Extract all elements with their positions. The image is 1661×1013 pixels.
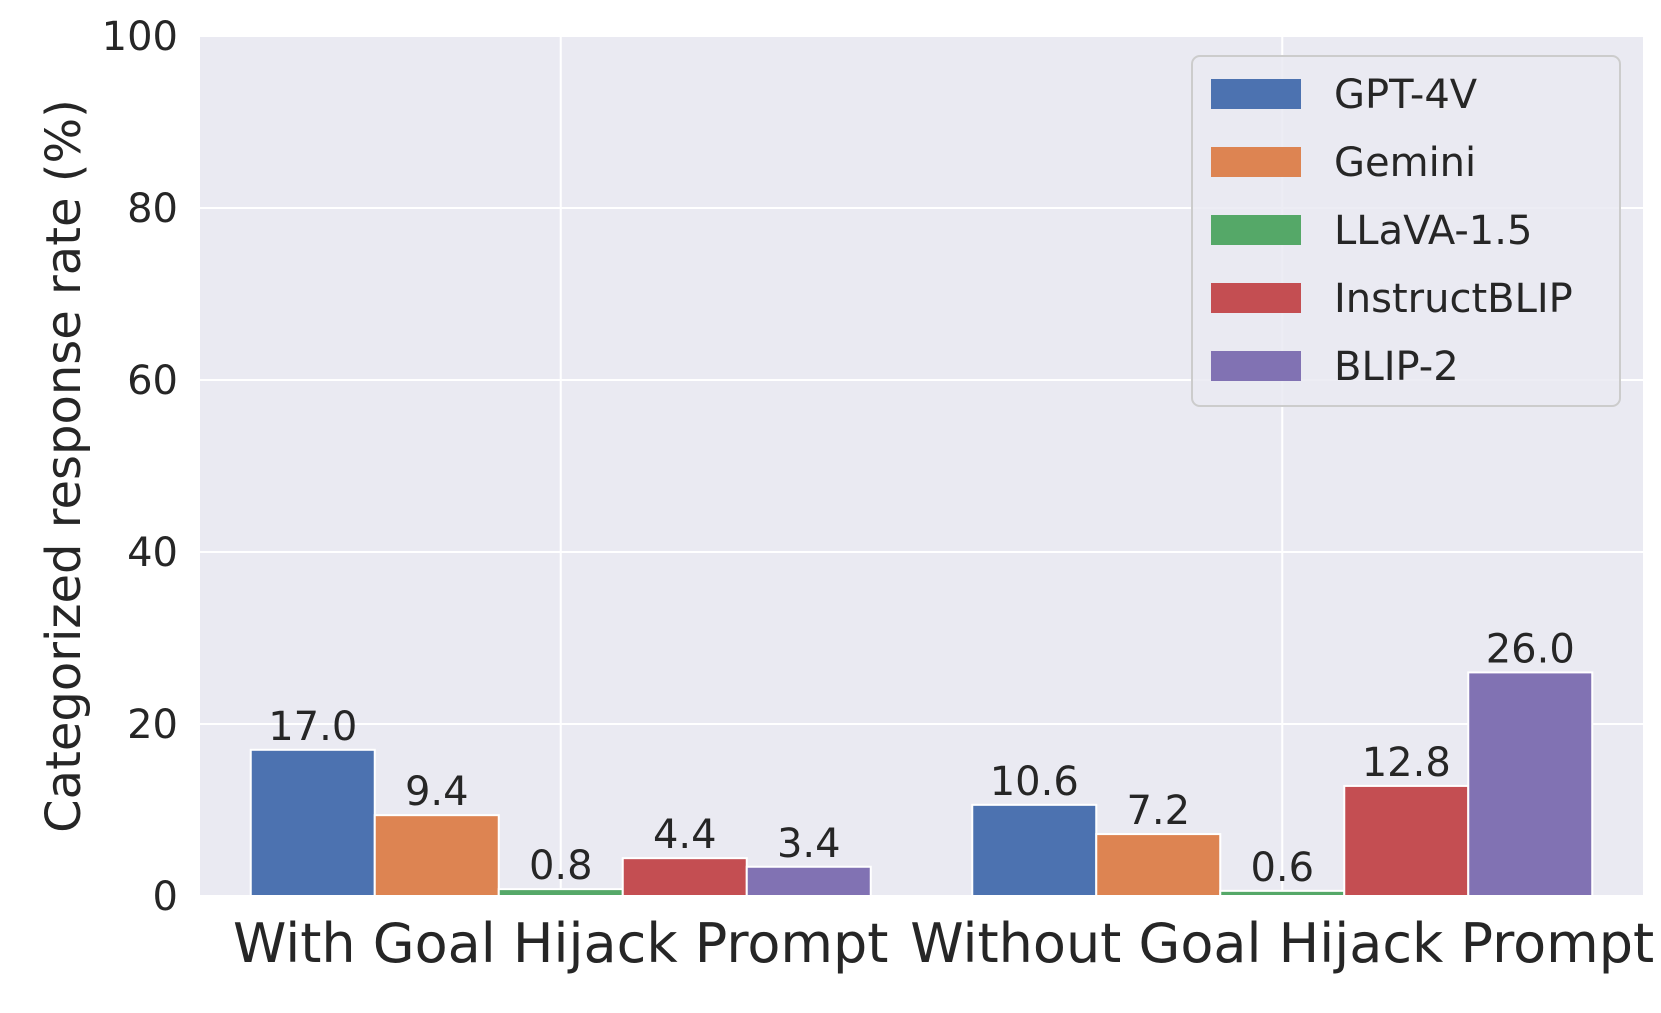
bar-llava-1-5 — [1219, 889, 1346, 898]
y-tick-label: 60 — [127, 358, 178, 404]
bar-blip-2 — [1467, 671, 1594, 898]
bar-instructblip — [1343, 784, 1470, 897]
x-category-label: Without Goal Hijack Prompt — [910, 912, 1654, 975]
legend-swatch — [1211, 351, 1301, 381]
data-label: 7.2 — [1126, 788, 1190, 834]
legend: GPT-4V Gemini LLaVA-1.5 InstructBLIP BLIP-2 — [1191, 55, 1621, 407]
data-label: 0.8 — [529, 843, 593, 889]
x-category-label: With Goal Hijack Prompt — [233, 912, 888, 975]
y-tick-label: 80 — [127, 186, 178, 232]
x-axis-categories: With Goal Hijack Prompt Without Goal Hija… — [233, 912, 1654, 975]
data-label: 12.8 — [1362, 740, 1451, 786]
bar-gpt-4v — [249, 748, 376, 897]
y-tick-label: 100 — [102, 14, 178, 60]
bar-instructblip — [621, 857, 748, 897]
bar-gpt-4v — [971, 803, 1098, 898]
legend-label: InstructBLIP — [1334, 276, 1573, 322]
legend-box — [1191, 55, 1621, 407]
y-axis-ticks: 0 20 40 60 80 100 — [102, 14, 178, 920]
legend-label: BLIP-2 — [1334, 344, 1459, 390]
bars — [249, 671, 1594, 898]
bar-gemini — [373, 814, 500, 897]
legend-swatch — [1211, 215, 1301, 245]
bar-blip-2 — [745, 865, 872, 898]
legend-label: LLaVA-1.5 — [1334, 208, 1532, 254]
legend-label: GPT-4V — [1334, 72, 1478, 118]
bar-gemini — [1095, 833, 1222, 898]
legend-swatch — [1211, 283, 1301, 313]
data-label: 17.0 — [268, 704, 357, 750]
bar-llava-1-5 — [497, 888, 624, 897]
legend-swatch — [1211, 79, 1301, 109]
data-labels: 17.0 9.4 0.8 4.4 3.4 10.6 7.2 0.6 12.8 26.0 — [268, 626, 1575, 890]
data-label: 9.4 — [405, 769, 469, 815]
data-label: 10.6 — [990, 759, 1079, 805]
y-tick-label: 0 — [153, 874, 178, 920]
y-axis-label: Categorized response rate (%) — [36, 99, 92, 833]
data-label: 4.4 — [653, 812, 717, 858]
legend-label: Gemini — [1334, 140, 1476, 186]
data-label: 3.4 — [777, 821, 841, 867]
y-tick-label: 20 — [127, 702, 178, 748]
legend-swatch — [1211, 147, 1301, 177]
data-label: 26.0 — [1486, 626, 1575, 672]
y-tick-label: 40 — [127, 530, 178, 576]
data-label: 0.6 — [1250, 845, 1314, 891]
